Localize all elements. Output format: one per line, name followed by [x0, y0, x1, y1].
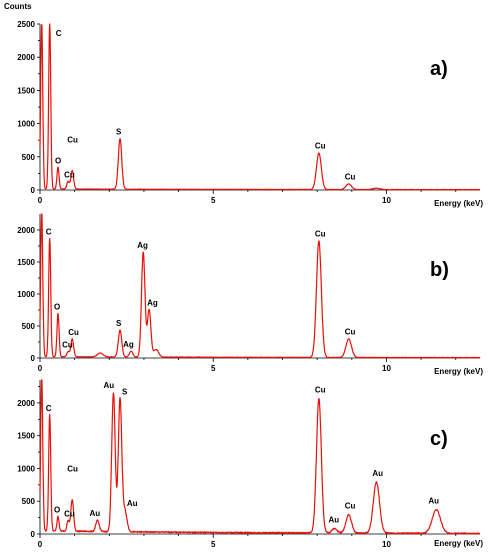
- x-tick-label: 0: [38, 364, 43, 373]
- peak-label-c: C: [46, 227, 52, 236]
- spectrum-panel-3: 0 500 1000 1500 2000 0 5 10 Energy (keV) C O Cu Cu Au…: [17, 380, 483, 549]
- spectrum-line: [40, 24, 480, 190]
- x-tick-label: 5: [211, 364, 216, 373]
- panel-label: c): [430, 428, 448, 450]
- x-axis-title: Energy (keV): [434, 199, 483, 208]
- peak-label-s: S: [116, 128, 122, 137]
- peak-label-ag: Ag: [123, 340, 134, 349]
- y-tick-label: 0: [31, 530, 36, 539]
- spectrum-line: [40, 380, 480, 534]
- peak-label-cu: Cu: [345, 173, 356, 182]
- x-tick-label: 0: [38, 196, 43, 205]
- panel-label: a): [430, 58, 448, 80]
- peak-label-o: O: [54, 302, 60, 311]
- peak-label-au: Au: [103, 381, 114, 390]
- peak-label-c: C: [46, 404, 52, 413]
- y-tick-label: 500: [22, 497, 36, 506]
- peak-label-cu: Cu: [345, 502, 356, 511]
- peak-label-au: Au: [90, 509, 101, 518]
- peak-label-cu: Cu: [68, 328, 79, 337]
- y-tick-label: 1500: [17, 432, 35, 441]
- y-tick-label: 2000: [17, 399, 35, 408]
- spectrum-line: [40, 214, 480, 358]
- peak-label-s: S: [116, 319, 122, 328]
- x-axis-title: Energy (keV): [434, 539, 483, 548]
- peak-label-cu: Cu: [315, 386, 326, 395]
- x-tick-label: 10: [382, 196, 391, 205]
- peak-label-ag: Ag: [137, 241, 148, 250]
- spectrum-panel-1: 0 500 1000 1500 2000 2500 0 5 10 Energy (keV) Coun…: [4, 2, 483, 208]
- y-tick-label: 1500: [17, 86, 35, 95]
- x-axis-title: Energy (keV): [434, 367, 483, 376]
- peak-label-au: Au: [428, 496, 439, 505]
- y-tick-label: 2000: [17, 53, 35, 62]
- peak-label-cu: Cu: [315, 142, 326, 151]
- x-tick-label: 0: [38, 540, 43, 549]
- y-tick-label: 0: [31, 354, 36, 363]
- y-tick-label: 1000: [17, 120, 35, 129]
- x-tick-label: 5: [211, 540, 216, 549]
- y-tick-label: 500: [22, 322, 36, 331]
- y-tick-label: 0: [31, 186, 36, 195]
- x-tick-label: 10: [382, 364, 391, 373]
- peak-label-au: Au: [127, 499, 138, 508]
- peak-label-ag: Ag: [147, 298, 158, 307]
- peak-label-cu: Cu: [67, 465, 78, 474]
- x-tick-label: 5: [211, 196, 216, 205]
- peak-label-c: C: [56, 29, 62, 38]
- peak-label-cu: Cu: [67, 136, 78, 145]
- spectrum-panel-2: 0 500 1000 1500 2000 0 5 10 Energy (keV) C O Cu Cu S A…: [17, 214, 483, 376]
- peak-label-o: O: [54, 506, 60, 515]
- y-tick-label: 1000: [17, 290, 35, 299]
- peak-label-cu: Cu: [64, 510, 75, 519]
- y-tick-label: 1000: [17, 464, 35, 473]
- y-axis-title: Counts: [4, 2, 32, 11]
- peak-label-au: Au: [328, 515, 339, 524]
- peak-label-cu: Cu: [64, 171, 75, 180]
- peak-label-o: O: [55, 156, 61, 165]
- y-tick-label: 2000: [17, 226, 35, 235]
- y-tick-label: 500: [22, 153, 36, 162]
- peak-label-au: Au: [372, 469, 383, 478]
- y-tick-label: 2500: [17, 20, 35, 29]
- peak-label-cu: Cu: [345, 327, 356, 336]
- x-tick-label: 10: [382, 540, 391, 549]
- y-tick-label: 1500: [17, 258, 35, 267]
- peak-label-s: S: [122, 388, 128, 397]
- panel-label: b): [430, 259, 449, 281]
- peak-label-cu: Cu: [315, 229, 326, 238]
- peak-label-cu: Cu: [62, 341, 73, 350]
